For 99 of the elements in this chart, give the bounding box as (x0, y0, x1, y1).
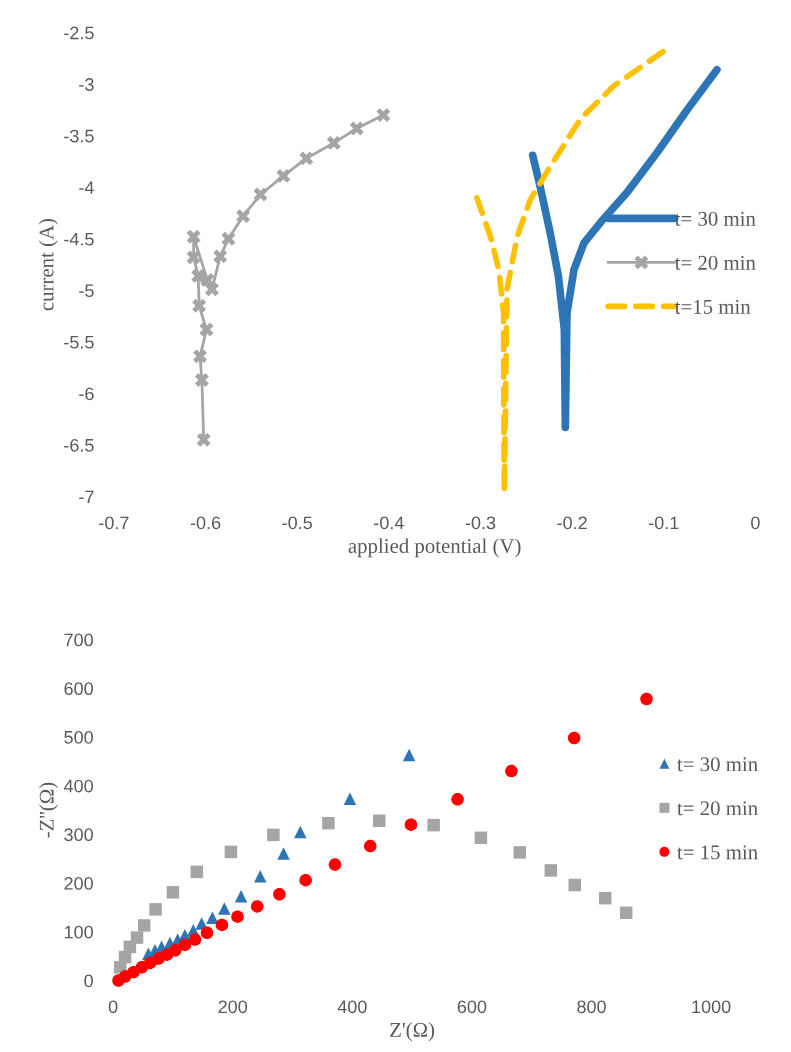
point (513, 846, 526, 859)
point (224, 845, 238, 859)
y-tick-label: -7 (79, 490, 94, 504)
y-tick-label: -6.5 (64, 438, 94, 452)
point (599, 891, 612, 905)
x-tick-label: -0.6 (190, 516, 221, 530)
legend-label: t= 15 min (677, 845, 758, 860)
y-tick-label: 500 (64, 730, 93, 744)
y-tick-label: -3 (79, 78, 94, 91)
x-tick-label: 200 (218, 1000, 248, 1014)
point (253, 187, 268, 202)
x-tick-label: 1000 (692, 1000, 731, 1014)
point (130, 931, 144, 944)
point (544, 864, 558, 877)
legend-label: t= 20 min (674, 255, 756, 270)
point (619, 906, 633, 920)
point (322, 816, 335, 830)
x-tick-label: 0 (751, 516, 760, 530)
point (196, 432, 211, 447)
point (200, 926, 214, 939)
y-tick-label: 700 (64, 633, 93, 647)
point (215, 918, 229, 932)
point (250, 900, 264, 913)
x-axis-title: applied potential (V) (348, 538, 521, 558)
point (221, 231, 236, 246)
point (505, 764, 518, 778)
point (186, 229, 201, 244)
y-tick-label: -3.5 (64, 129, 94, 143)
point (273, 888, 286, 901)
point (267, 828, 280, 842)
point (364, 839, 377, 853)
point (236, 209, 251, 224)
point (294, 825, 307, 839)
point (186, 250, 201, 265)
x-tick-label: 400 (337, 1000, 367, 1014)
x-tick-label: 600 (457, 1000, 487, 1014)
x-tick-label: 0 (108, 1000, 118, 1014)
point (169, 944, 182, 957)
y-axis-title: current (A) (38, 218, 58, 311)
point (328, 858, 342, 871)
point (253, 870, 267, 883)
point (376, 108, 391, 123)
y-tick-label: 300 (64, 828, 93, 842)
y-tick-label: 600 (64, 682, 93, 696)
point (326, 135, 341, 150)
y-tick-label: -5 (79, 284, 94, 298)
point (200, 273, 215, 287)
point (451, 793, 464, 806)
x-tick-label: -0.1 (649, 516, 679, 530)
x-axis-title: Z'(Ω) (390, 1022, 435, 1042)
legend-label: t= 30 min (674, 211, 756, 226)
point (299, 151, 314, 166)
x-tick-label: -0.2 (557, 516, 587, 530)
point (404, 818, 418, 831)
y-tick-label: -5.5 (64, 336, 94, 349)
x-tick-label: -0.3 (465, 516, 496, 530)
point (149, 903, 162, 916)
point (231, 910, 244, 923)
y-axis-title: -Z''(Ω) (39, 782, 58, 838)
x-tick-label: -0.4 (374, 516, 404, 530)
y-tick-label: 400 (63, 779, 93, 793)
point (218, 902, 231, 915)
point (193, 349, 207, 364)
point (372, 814, 386, 827)
point (190, 865, 204, 879)
y-tick-label: -6 (79, 387, 94, 401)
x-tick-label: 800 (577, 1000, 606, 1014)
y-tick-label: 0 (84, 974, 93, 988)
point (402, 748, 416, 762)
point (277, 847, 290, 860)
x-tick-label: -0.5 (282, 516, 312, 530)
y-tick-label: -2.5 (64, 26, 94, 40)
point (199, 322, 214, 337)
point (474, 831, 488, 845)
point (234, 889, 248, 903)
point (640, 692, 653, 706)
point (188, 933, 202, 946)
y-tick-label: -4.5 (64, 232, 94, 246)
point (192, 298, 207, 313)
legend-label: t= 30 min (677, 757, 758, 772)
x-tick-label: -0.7 (99, 516, 129, 530)
y-tick-label: 200 (64, 877, 93, 890)
point (166, 886, 180, 899)
point (427, 818, 440, 832)
point (178, 938, 192, 952)
point (194, 373, 209, 387)
point (567, 731, 581, 745)
point (568, 878, 582, 892)
point (137, 919, 151, 932)
legend-label: t=15 min (674, 299, 751, 314)
point (276, 168, 291, 183)
point (343, 792, 357, 806)
y-tick-label: -4 (79, 181, 94, 194)
point (205, 282, 219, 297)
legend-label: t= 20 min (677, 801, 758, 816)
point (213, 249, 228, 264)
y-tick-label: 100 (64, 925, 93, 939)
point (349, 121, 364, 136)
point (299, 873, 312, 887)
